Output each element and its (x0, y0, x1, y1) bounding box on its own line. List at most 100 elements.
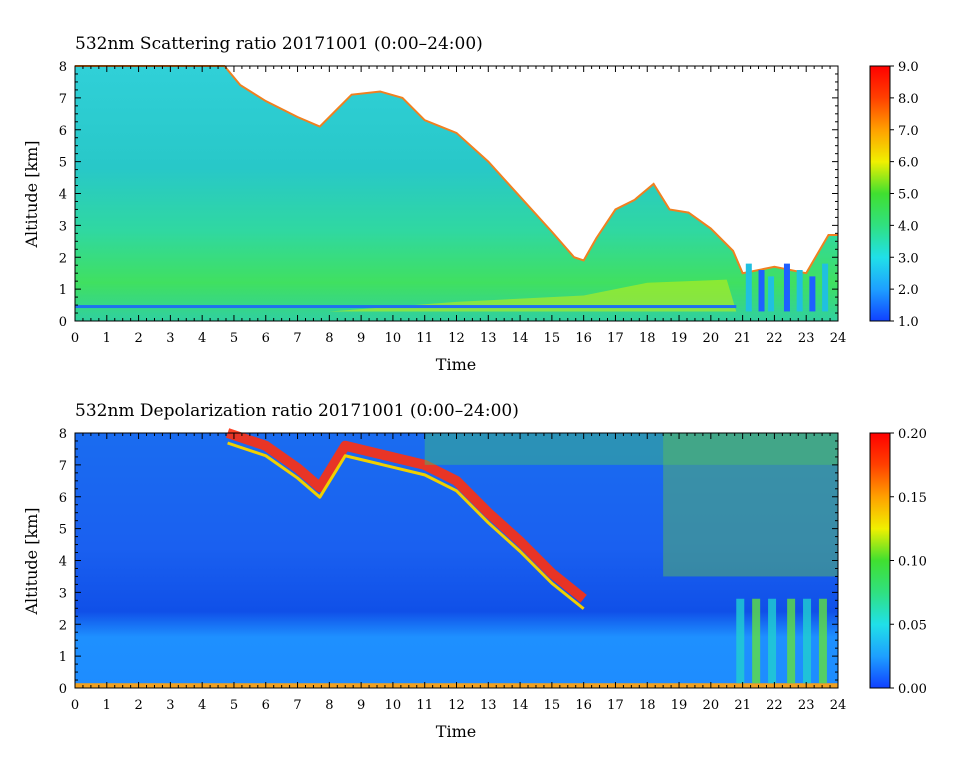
y-tick-label: 4 (59, 555, 67, 570)
x-tick-label: 15 (544, 331, 561, 346)
x-tick-label: 8 (325, 698, 333, 713)
x-tick-label: 21 (734, 698, 751, 713)
cloud-streak (822, 263, 829, 312)
x-tick-label: 24 (830, 331, 847, 346)
x-tick-label: 0 (71, 698, 79, 713)
x-tick-label: 18 (639, 698, 656, 713)
noise-region (663, 433, 838, 577)
x-tick-label: 11 (416, 331, 433, 346)
x-tick-label: 18 (639, 331, 656, 346)
x-tick-label: 12 (448, 331, 465, 346)
x-tick-label: 19 (671, 698, 688, 713)
no-data-region (75, 66, 838, 274)
y-tick-label: 4 (59, 188, 67, 203)
scattering-ratio-panel: 532nm Scattering ratio 20171001 (0:00–24… (22, 34, 919, 374)
x-tick-label: 19 (671, 331, 688, 346)
colorbar-tick-label: 4.0 (898, 219, 919, 234)
colorbar-tick-label: 0.05 (898, 618, 927, 633)
x-tick-label: 17 (607, 698, 624, 713)
depol-column (787, 598, 796, 684)
y-tick-label: 7 (59, 459, 67, 474)
colorbar-tick-label: 5.0 (898, 188, 919, 203)
x-tick-label: 16 (575, 331, 592, 346)
y-tick-label: 6 (59, 491, 67, 506)
colorbar-tick-label: 0.15 (898, 491, 927, 506)
cloud-streak (783, 263, 790, 312)
cloud-streak (796, 270, 803, 312)
x-tick-label: 14 (512, 331, 529, 346)
depol-column (736, 598, 745, 684)
depolarization-ratio-plot: 0 1 2 3 4 5 6 7 8 9 10 11 12 13 14 15 16 17 18 19 20 21 22 23 24… (59, 427, 927, 713)
x-tick-label: 11 (416, 698, 433, 713)
y-tick-label: 1 (59, 650, 67, 665)
x-tick-label: 6 (262, 698, 270, 713)
x-tick-label: 0 (71, 331, 79, 346)
chart-title: 532nm Scattering ratio 20171001 (0:00–24… (75, 34, 483, 54)
y-tick-label: 5 (59, 523, 67, 538)
y-tick-label: 0 (59, 682, 67, 697)
x-tick-label: 13 (480, 698, 497, 713)
x-tick-label: 4 (198, 698, 206, 713)
y-tick-label: 2 (59, 618, 67, 633)
x-tick-label: 10 (385, 698, 402, 713)
high-depol-band (226, 428, 587, 603)
depol-column (818, 598, 827, 684)
colorbar-tick-label: 0.10 (898, 555, 927, 570)
x-tick-label: 22 (766, 331, 783, 346)
x-tick-label: 20 (703, 698, 720, 713)
colorbar-tick-label: 1.0 (898, 315, 919, 330)
x-tick-label: 15 (544, 698, 561, 713)
y-tick-label: 3 (59, 219, 67, 234)
x-tick-label: 24 (830, 698, 847, 713)
x-tick-label: 14 (512, 698, 529, 713)
colorbar-tick-label: 0.00 (898, 682, 927, 697)
x-tick-label: 7 (293, 331, 301, 346)
colorbar-tick-label: 8.0 (898, 92, 919, 107)
x-tick-label: 5 (230, 698, 238, 713)
colorbar-tick-label: 2.0 (898, 283, 919, 298)
depolarization-ratio-panel: 532nm Depolarization ratio 20171001 (0:0… (22, 401, 927, 741)
x-tick-label: 21 (734, 331, 751, 346)
x-tick-label: 23 (798, 331, 815, 346)
y-tick-label: 8 (59, 60, 67, 75)
cloud-streak (768, 276, 775, 312)
x-tick-label: 3 (166, 698, 174, 713)
x-tick-label: 3 (166, 331, 174, 346)
scattering-ratio-plot: 0 1 2 3 4 5 6 7 8 9 10 11 12 13 14 15 16 17 18 19 20 21 22 23 24… (59, 60, 919, 346)
y-tick-label: 0 (59, 315, 67, 330)
colorbar-tick-label: 3.0 (898, 251, 919, 266)
depol-column (768, 598, 777, 684)
surface-layer (75, 305, 737, 309)
x-tick-label: 10 (385, 331, 402, 346)
cloud-streak (758, 270, 765, 312)
x-tick-label: 4 (198, 331, 206, 346)
y-tick-label: 3 (59, 586, 67, 601)
x-tick-label: 17 (607, 331, 624, 346)
x-tick-label: 23 (798, 698, 815, 713)
x-tick-label: 1 (103, 698, 111, 713)
depol-column (752, 598, 761, 684)
y-tick-label: 1 (59, 283, 67, 298)
colorbar-tick-label: 7.0 (898, 124, 919, 139)
x-tick-label: 6 (262, 331, 270, 346)
x-tick-label: 2 (134, 698, 142, 713)
x-tick-label: 1 (103, 331, 111, 346)
depol-column (803, 598, 812, 684)
cloud-streak (745, 263, 752, 312)
y-tick-label: 8 (59, 427, 67, 442)
colorbar-tick-label: 9.0 (898, 60, 919, 75)
x-tick-label: 13 (480, 331, 497, 346)
x-tick-label: 9 (357, 698, 365, 713)
y-tick-label: 7 (59, 92, 67, 107)
x-tick-label: 9 (357, 331, 365, 346)
colorbar-tick-label: 6.0 (898, 156, 919, 171)
y-axis-label: Altitude [km] (22, 140, 41, 248)
y-axis-label: Altitude [km] (22, 507, 41, 615)
x-tick-label: 20 (703, 331, 720, 346)
x-tick-label: 2 (134, 331, 142, 346)
x-tick-label: 7 (293, 698, 301, 713)
boundary-layer-region (329, 279, 737, 312)
colorbar (869, 432, 891, 689)
